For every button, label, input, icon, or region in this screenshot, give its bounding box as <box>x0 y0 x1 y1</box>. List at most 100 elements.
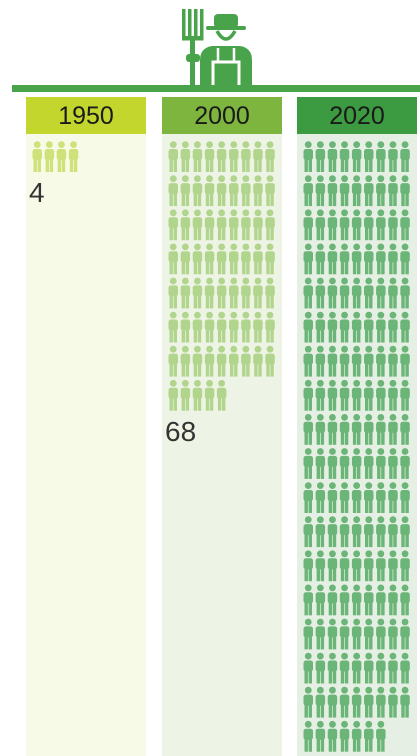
person-icon <box>180 311 191 343</box>
person-icon <box>216 277 227 309</box>
person-icon <box>180 379 191 411</box>
person-icon <box>364 550 374 582</box>
person-icon <box>180 209 191 241</box>
person-icon <box>351 414 362 445</box>
person-icon <box>315 584 326 616</box>
person-icon <box>400 584 410 616</box>
person-icon <box>339 209 350 241</box>
person-icon <box>303 277 313 309</box>
person-icon <box>376 584 386 616</box>
person-icon <box>364 584 374 616</box>
person-icon <box>400 209 410 241</box>
person-icon <box>241 175 251 207</box>
person-icon <box>376 448 386 479</box>
person-icons <box>32 141 79 172</box>
person-icon <box>44 141 55 172</box>
person-icon <box>400 345 410 377</box>
person-icon <box>168 175 178 207</box>
column-2000: 2000 68 <box>162 97 282 756</box>
person-icon <box>376 209 386 241</box>
person-icon <box>351 550 362 582</box>
column-background <box>162 97 282 756</box>
person-icon <box>303 414 313 445</box>
person-icon <box>315 311 326 343</box>
person-icon <box>388 652 398 684</box>
person-icon <box>253 243 263 275</box>
person-icon <box>204 243 215 275</box>
person-icon <box>364 618 374 650</box>
person-icon <box>364 516 374 548</box>
person-icon <box>364 652 374 684</box>
person-icon <box>253 311 263 343</box>
person-icon <box>253 175 263 207</box>
person-icon <box>253 209 263 241</box>
person-icon <box>204 209 215 241</box>
person-icon <box>400 652 410 684</box>
person-icon <box>192 243 203 275</box>
person-icon <box>388 482 398 513</box>
person-icon <box>241 277 251 309</box>
person-icon <box>303 482 313 513</box>
person-icon <box>229 243 239 275</box>
person-icon <box>388 414 398 445</box>
person-icon <box>315 516 326 548</box>
person-icon <box>180 141 191 172</box>
person-icon <box>204 311 215 343</box>
person-icon <box>400 516 410 548</box>
person-icon <box>303 243 313 275</box>
person-icon <box>168 141 178 172</box>
person-icon <box>339 448 350 479</box>
person-icon <box>192 141 203 172</box>
person-icon <box>339 311 350 343</box>
person-icon <box>339 175 350 207</box>
person-icon <box>315 277 326 309</box>
person-icon <box>351 720 362 752</box>
person-icon <box>364 414 374 445</box>
person-icon <box>253 277 263 309</box>
person-icon <box>351 686 362 718</box>
person-icon <box>180 243 191 275</box>
person-icon <box>315 448 326 479</box>
person-icon <box>315 720 326 752</box>
person-icon <box>253 345 263 377</box>
person-icon <box>204 277 215 309</box>
person-icon <box>388 345 398 377</box>
person-icon <box>229 175 239 207</box>
person-icon <box>327 550 338 582</box>
person-icon <box>56 141 67 172</box>
person-icon <box>376 311 386 343</box>
column-1950: 1950 4 <box>26 97 146 756</box>
person-icon <box>327 379 338 411</box>
person-icon <box>351 618 362 650</box>
person-icon <box>315 345 326 377</box>
person-icon <box>216 243 227 275</box>
person-icon <box>303 686 313 718</box>
person-icon <box>376 720 386 752</box>
person-icon <box>265 209 275 241</box>
person-icon <box>339 277 350 309</box>
person-icon <box>204 379 215 411</box>
person-icon <box>315 686 326 718</box>
person-icon <box>253 141 263 172</box>
person-icon <box>327 686 338 718</box>
person-icon <box>327 652 338 684</box>
data-label: 68 <box>165 416 196 447</box>
tick-label: 2020 <box>329 102 385 130</box>
person-icon <box>303 448 313 479</box>
person-icon <box>204 175 215 207</box>
columns: 1950 4 2000 68 2020160 <box>26 97 417 756</box>
person-icon <box>351 243 362 275</box>
person-icon <box>364 209 374 241</box>
person-icon <box>376 175 386 207</box>
person-icon <box>241 209 251 241</box>
person-icon <box>376 379 386 411</box>
person-icon <box>216 345 227 377</box>
person-icon <box>339 652 350 684</box>
person-icon <box>265 345 275 377</box>
person-icon <box>303 618 313 650</box>
person-icon <box>351 584 362 616</box>
person-icon <box>229 141 239 172</box>
person-icon <box>388 175 398 207</box>
person-icon <box>327 720 338 752</box>
